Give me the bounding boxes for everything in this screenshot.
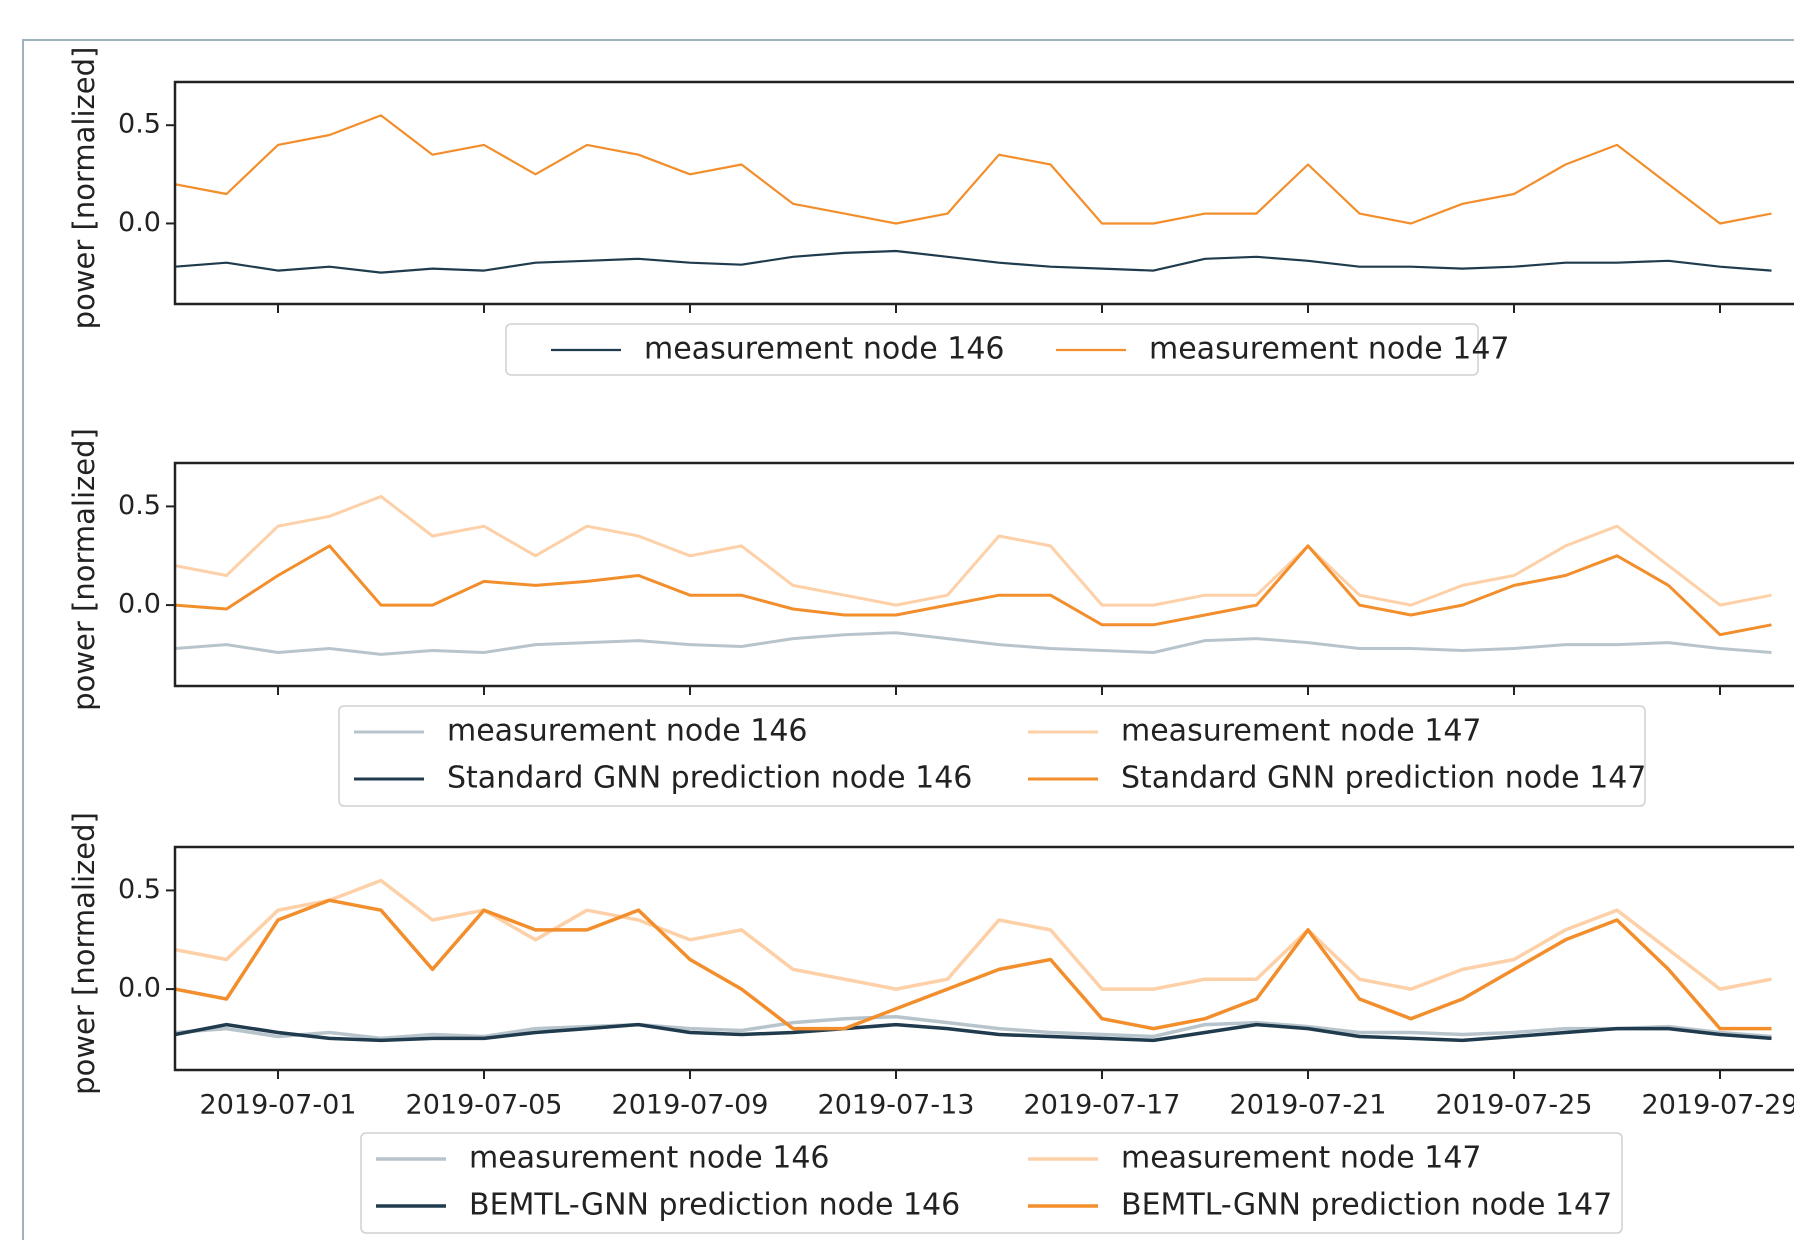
plot-area <box>175 495 1772 656</box>
legend-box <box>360 1132 1623 1234</box>
legend-label: measurement node 147 <box>1121 714 1482 749</box>
series-line <box>175 878 1772 991</box>
y-tick-label: 0.0 <box>118 973 161 1004</box>
y-axis-label: power [normalized] <box>67 812 101 1095</box>
x-tick-label: 2019-07-09 <box>612 1090 769 1121</box>
axes-frame <box>173 845 1794 1072</box>
legend-label: measurement node 146 <box>447 714 808 749</box>
series-line <box>175 1022 1772 1043</box>
legend-label: measurement node 146 <box>644 332 1005 367</box>
y-tick-label: 0.0 <box>118 589 161 620</box>
x-tick-label: 2019-07-05 <box>406 1090 563 1121</box>
y-tick-label: 0.5 <box>118 109 161 140</box>
series-line <box>175 1014 1772 1041</box>
legend-label: Standard GNN prediction node 146 <box>447 761 972 796</box>
legend-box <box>505 323 1479 376</box>
x-tick-label: 2019-07-29 <box>1642 1090 1794 1121</box>
series-line <box>175 631 1772 656</box>
legend-box <box>338 705 1646 807</box>
y-tick-label: 0.5 <box>118 874 161 905</box>
series-line <box>175 898 1772 1031</box>
legend-label: BEMTL-GNN prediction node 146 <box>469 1188 960 1223</box>
axes-frame <box>173 461 1794 688</box>
y-axis-label: power [normalized] <box>67 428 101 711</box>
legend-label: measurement node 146 <box>469 1141 830 1176</box>
x-tick-label: 2019-07-25 <box>1436 1090 1593 1121</box>
plot-area <box>175 878 1772 1043</box>
series-line <box>175 495 1772 607</box>
x-tick-label: 2019-07-01 <box>200 1090 357 1121</box>
series-line <box>175 114 1772 225</box>
legend-label: measurement node 147 <box>1149 332 1510 367</box>
legend-label: BEMTL-GNN prediction node 147 <box>1121 1188 1612 1223</box>
x-tick-label: 2019-07-21 <box>1230 1090 1387 1121</box>
plot-area <box>175 114 1772 274</box>
frame <box>22 39 1794 1240</box>
series-line <box>175 249 1772 274</box>
x-tick-label: 2019-07-13 <box>818 1090 975 1121</box>
y-tick-label: 0.0 <box>118 207 161 238</box>
axes-frame <box>173 80 1794 306</box>
legend-label: Standard GNN prediction node 147 <box>1121 761 1646 796</box>
legend-label: measurement node 147 <box>1121 1141 1482 1176</box>
series-line <box>175 544 1772 637</box>
y-axis-label: power [normalized] <box>67 47 101 330</box>
x-tick-label: 2019-07-17 <box>1024 1090 1181 1121</box>
y-tick-label: 0.5 <box>118 490 161 521</box>
